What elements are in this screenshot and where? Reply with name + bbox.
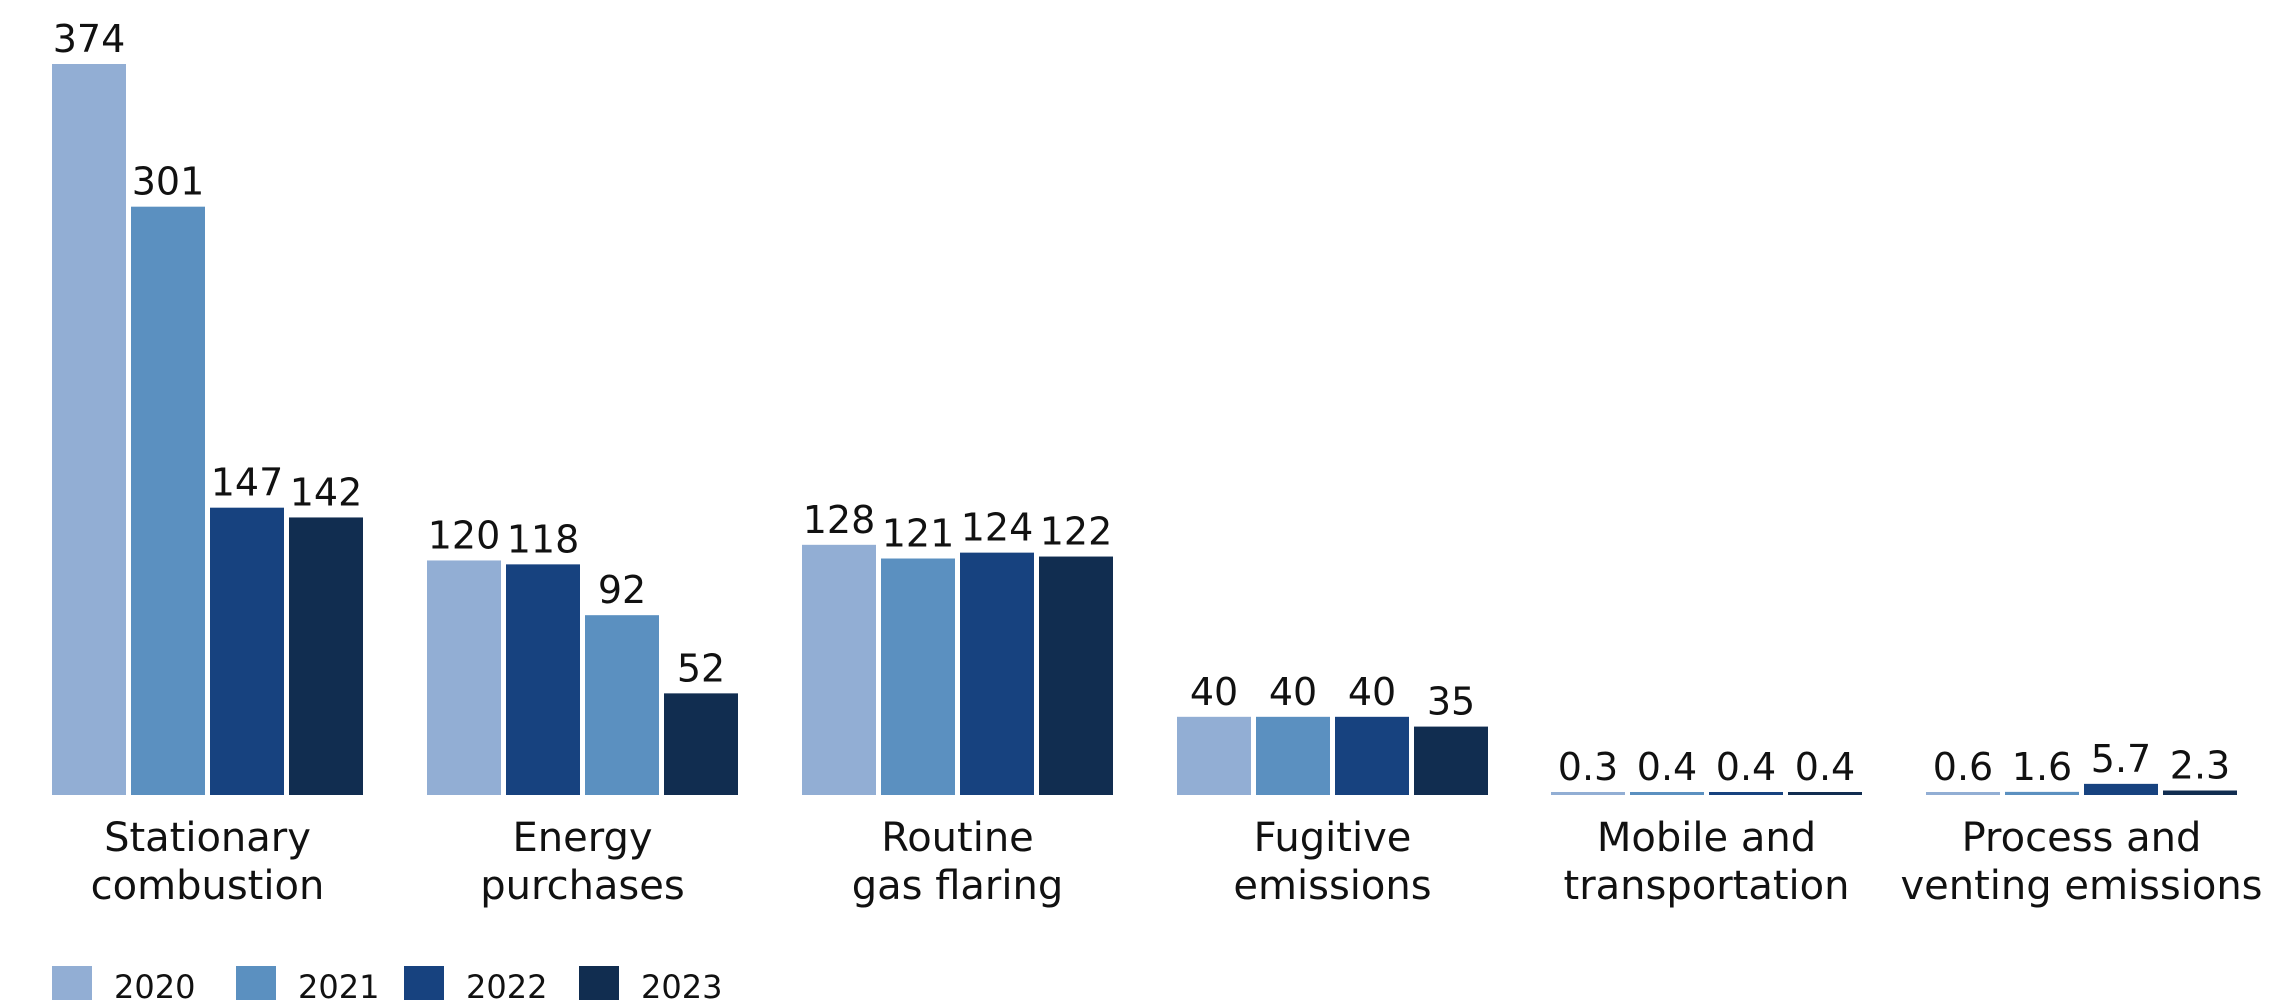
bar-5-1: [2005, 791, 2079, 795]
category-label-4-line-0: Mobile and: [1597, 815, 1816, 861]
value-label-0-1: 301: [132, 160, 205, 204]
value-label-3-1: 40: [1269, 670, 1317, 714]
legend-label-2021: 2021: [298, 968, 379, 1000]
value-label-2-1: 121: [882, 512, 955, 556]
category-label-0-line-1: combustion: [91, 863, 325, 909]
value-label-3-2: 40: [1348, 670, 1396, 714]
category-label-5-line-0: Process and: [1962, 815, 2202, 861]
bar-1-0: [427, 560, 501, 795]
bar-3-3: [1414, 726, 1488, 795]
value-label-0-0: 374: [53, 17, 126, 61]
value-label-5-0: 0.6: [1933, 745, 1993, 789]
bar-3-1: [1256, 716, 1330, 795]
legend-swatch-2022: [404, 966, 444, 1000]
bar-0-3: [289, 517, 363, 795]
category-label-5-line-1: venting emissions: [1900, 863, 2262, 909]
bar-5-0: [1926, 792, 2000, 795]
bar-5-3: [2163, 790, 2237, 795]
category-label-2-line-0: Routine: [881, 815, 1034, 861]
value-label-2-2: 124: [961, 506, 1034, 550]
value-label-3-0: 40: [1190, 670, 1238, 714]
category-label-0-line-0: Stationary: [104, 815, 311, 861]
bar-0-0: [52, 64, 126, 795]
bar-2-0: [802, 544, 876, 795]
value-label-2-3: 122: [1040, 510, 1113, 554]
value-label-4-2: 0.4: [1716, 745, 1776, 789]
bar-3-2: [1335, 716, 1409, 795]
bar-5-2: [2084, 783, 2158, 795]
bar-0-2: [210, 507, 284, 795]
value-label-4-3: 0.4: [1795, 745, 1855, 789]
bar-1-3: [664, 693, 738, 795]
value-label-1-0: 120: [428, 513, 501, 557]
value-label-5-1: 1.6: [2012, 745, 2072, 789]
bar-4-2: [1709, 792, 1783, 795]
legend-label-2022: 2022: [466, 968, 547, 1000]
value-label-1-3: 52: [677, 646, 725, 690]
bar-2-1: [881, 558, 955, 795]
category-label-4-line-1: transportation: [1564, 863, 1850, 909]
value-label-0-3: 142: [290, 470, 363, 514]
category-label-3-line-1: emissions: [1233, 863, 1431, 909]
category-label-1-line-1: purchases: [480, 863, 684, 909]
value-label-4-1: 0.4: [1637, 745, 1697, 789]
legend-label-2020: 2020: [114, 968, 195, 1000]
value-label-4-0: 0.3: [1558, 745, 1618, 789]
value-label-2-0: 128: [803, 498, 876, 542]
legend-swatch-2020: [52, 966, 92, 1000]
value-label-5-2: 5.7: [2091, 737, 2151, 781]
value-labels-layer: 374 301 147 142 120 118 92 52 128 121 124 122 40 40 40…: [53, 17, 2230, 789]
bar-2-3: [1039, 556, 1113, 795]
bar-4-1: [1630, 792, 1704, 795]
legend: 2020 2021 2022 2023: [52, 966, 722, 1000]
bar-0-1: [131, 206, 205, 795]
legend-label-2023: 2023: [641, 968, 722, 1000]
value-label-1-2: 92: [598, 568, 646, 612]
legend-swatch-2021: [236, 966, 276, 1000]
bar-1-2: [585, 615, 659, 795]
value-label-1-1: 118: [507, 517, 580, 561]
bars-layer: [52, 64, 2237, 795]
bar-4-0: [1551, 792, 1625, 795]
value-label-3-3: 35: [1427, 680, 1475, 724]
value-label-0-2: 147: [211, 461, 284, 505]
category-label-2-line-1: gas flaring: [852, 863, 1063, 909]
bar-3-0: [1177, 716, 1251, 795]
category-label-1-line-0: Energy: [512, 815, 652, 861]
category-label-3-line-0: Fugitive: [1254, 815, 1412, 861]
value-label-5-3: 2.3: [2170, 744, 2230, 788]
legend-swatch-2023: [579, 966, 619, 1000]
bar-1-1: [506, 564, 580, 795]
bar-4-3: [1788, 792, 1862, 795]
bar-2-2: [960, 552, 1034, 795]
